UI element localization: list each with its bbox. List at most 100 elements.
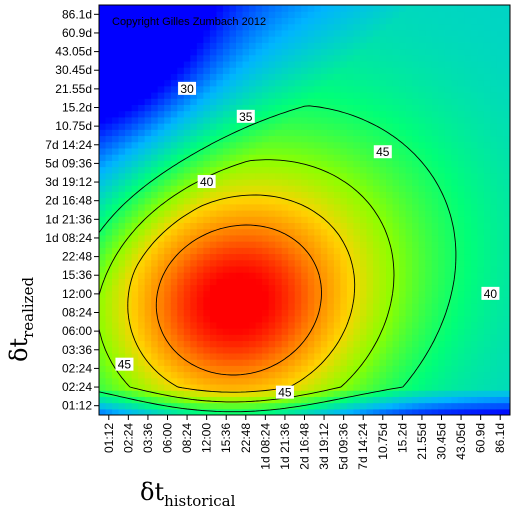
- heatmap-cell: [490, 191, 498, 199]
- heatmap-cell: [314, 228, 322, 236]
- heatmap-cell: [457, 85, 465, 93]
- heatmap-cell: [496, 73, 505, 81]
- heatmap-cell: [392, 359, 400, 366]
- heatmap-cell: [320, 185, 328, 192]
- heatmap-cell: [105, 54, 113, 62]
- heatmap-cell: [281, 73, 289, 81]
- heatmap-cell: [118, 377, 126, 385]
- heatmap-cell: [99, 228, 107, 236]
- heatmap-cell: [112, 390, 120, 397]
- heatmap-cell: [151, 234, 159, 242]
- heatmap-cell: [464, 303, 472, 310]
- heatmap-cell: [307, 265, 315, 273]
- heatmap-cell: [327, 197, 335, 205]
- heatmap-cell: [438, 17, 446, 25]
- heatmap-cell: [236, 365, 244, 373]
- heatmap-cell: [301, 191, 309, 199]
- heatmap-cell: [320, 129, 328, 137]
- heatmap-cell: [346, 390, 355, 397]
- heatmap-cell: [144, 296, 152, 304]
- heatmap-cell: [138, 371, 146, 379]
- heatmap-cell: [196, 135, 204, 143]
- heatmap-cell: [131, 377, 139, 385]
- heatmap-cell: [405, 85, 413, 93]
- heatmap-cell: [333, 371, 341, 379]
- heatmap-cell: [373, 36, 381, 43]
- heatmap-cell: [340, 228, 348, 236]
- heatmap-cell: [425, 265, 433, 273]
- heatmap-cell: [353, 79, 361, 87]
- heatmap-cell: [222, 290, 231, 298]
- heatmap-cell: [340, 98, 348, 105]
- heatmap-cell: [190, 172, 198, 180]
- heatmap-cell: [412, 303, 420, 310]
- heatmap-cell: [451, 290, 459, 298]
- heatmap-cell: [412, 371, 420, 379]
- heatmap-cell: [301, 60, 309, 68]
- heatmap-cell: [131, 383, 139, 391]
- heatmap-cell: [333, 91, 341, 99]
- heatmap-cell: [183, 216, 191, 224]
- heatmap-cell: [229, 166, 237, 174]
- heatmap-cell: [438, 377, 446, 385]
- heatmap-cell: [125, 123, 133, 130]
- heatmap-cell: [183, 203, 191, 211]
- heatmap-cell: [477, 104, 485, 112]
- heatmap-cell: [268, 123, 276, 130]
- heatmap-cell: [353, 383, 361, 391]
- heatmap-cell: [373, 79, 381, 87]
- heatmap-cell: [470, 253, 478, 261]
- heatmap-cell: [242, 60, 250, 68]
- heatmap-cell: [431, 352, 439, 360]
- heatmap-cell: [138, 396, 146, 404]
- heatmap-cell: [222, 29, 231, 37]
- heatmap-cell: [333, 359, 341, 366]
- heatmap-cell: [431, 383, 439, 391]
- heatmap-cell: [451, 402, 459, 410]
- heatmap-cell: [327, 191, 335, 199]
- heatmap-cell: [346, 296, 355, 304]
- heatmap-cell: [496, 166, 505, 174]
- heatmap-cell: [412, 166, 420, 174]
- heatmap-cell: [99, 154, 107, 161]
- heatmap-cell: [209, 147, 218, 155]
- heatmap-cell: [164, 60, 172, 68]
- heatmap-cell: [281, 197, 289, 205]
- heatmap-cell: [177, 328, 185, 335]
- heatmap-cell: [490, 315, 498, 323]
- heatmap-cell: [483, 203, 492, 211]
- heatmap-cell: [164, 110, 172, 118]
- heatmap-cell: [503, 383, 510, 391]
- heatmap-cell: [340, 23, 348, 31]
- x-tick-label: 12:00: [200, 423, 214, 453]
- heatmap-cell: [503, 11, 510, 19]
- heatmap-cell: [222, 284, 231, 292]
- x-tick-label: 2d 16:48: [298, 423, 312, 470]
- heatmap-cell: [418, 396, 426, 404]
- heatmap-cell: [320, 42, 328, 50]
- heatmap-cell: [373, 29, 381, 37]
- heatmap-cell: [470, 91, 478, 99]
- heatmap-cell: [464, 17, 472, 25]
- heatmap-cell: [464, 141, 472, 149]
- heatmap-cell: [144, 216, 152, 224]
- heatmap-cell: [301, 278, 309, 286]
- heatmap-cell: [346, 328, 355, 335]
- heatmap-cell: [125, 340, 133, 348]
- heatmap-cell: [346, 42, 355, 50]
- heatmap-cell: [151, 408, 159, 415]
- heatmap-cell: [268, 309, 276, 317]
- heatmap-cell: [262, 296, 270, 304]
- heatmap-cell: [281, 141, 289, 149]
- heatmap-cell: [209, 42, 218, 50]
- heatmap-cell: [288, 178, 296, 186]
- heatmap-cell: [340, 191, 348, 199]
- heatmap-cell: [125, 54, 133, 62]
- heatmap-cell: [327, 402, 335, 410]
- heatmap-cell: [405, 29, 413, 37]
- heatmap-cell: [164, 340, 172, 348]
- heatmap-cell: [275, 85, 283, 93]
- heatmap-cell: [379, 67, 387, 74]
- heatmap-cell: [451, 172, 459, 180]
- heatmap-cell: [268, 321, 276, 329]
